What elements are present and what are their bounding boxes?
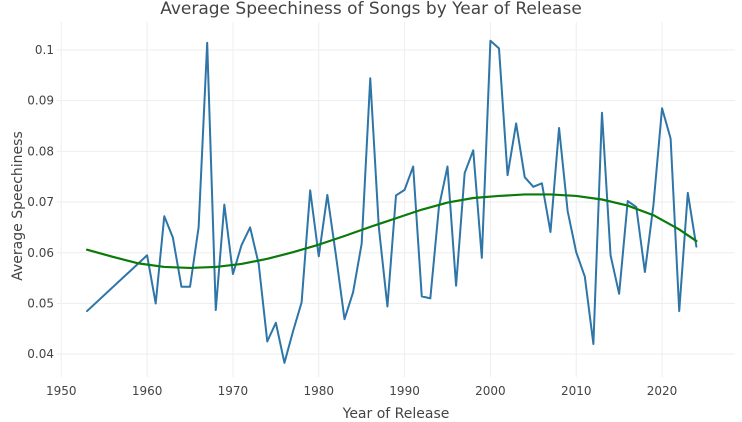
chart-title: Average Speechiness of Songs by Year of … — [160, 0, 582, 19]
x-tick-label: 1970 — [218, 384, 249, 398]
y-tick-label: 0.08 — [27, 144, 54, 158]
y-tick-label: 0.04 — [27, 347, 54, 361]
x-tick-label: 2000 — [475, 384, 506, 398]
y-tick-label: 0.06 — [27, 246, 54, 260]
grid-lines — [57, 22, 735, 377]
x-tick-label: 1950 — [46, 384, 77, 398]
x-tick-label: 1990 — [389, 384, 420, 398]
x-tick-label: 1960 — [132, 384, 163, 398]
x-tick-label: 2010 — [561, 384, 592, 398]
x-tick-labels: 1950 1960 1970 1980 1990 2000 2010 2020 — [46, 384, 677, 398]
y-tick-label: 0.09 — [27, 94, 54, 108]
y-tick-label: 0.05 — [27, 296, 54, 310]
x-tick-label: 1980 — [303, 384, 334, 398]
y-tick-label: 0.1 — [35, 43, 54, 57]
speechiness-series-line — [86, 39, 698, 364]
series-lines — [85, 39, 698, 364]
y-tick-label: 0.07 — [27, 195, 54, 209]
trend-series-line — [85, 193, 698, 270]
x-tick-label: 2020 — [647, 384, 678, 398]
y-axis-title: Average Speechiness — [10, 131, 26, 280]
x-axis-title: Year of Release — [342, 406, 450, 422]
y-tick-labels: 0.04 0.05 0.06 0.07 0.08 0.09 0.1 — [27, 43, 54, 361]
